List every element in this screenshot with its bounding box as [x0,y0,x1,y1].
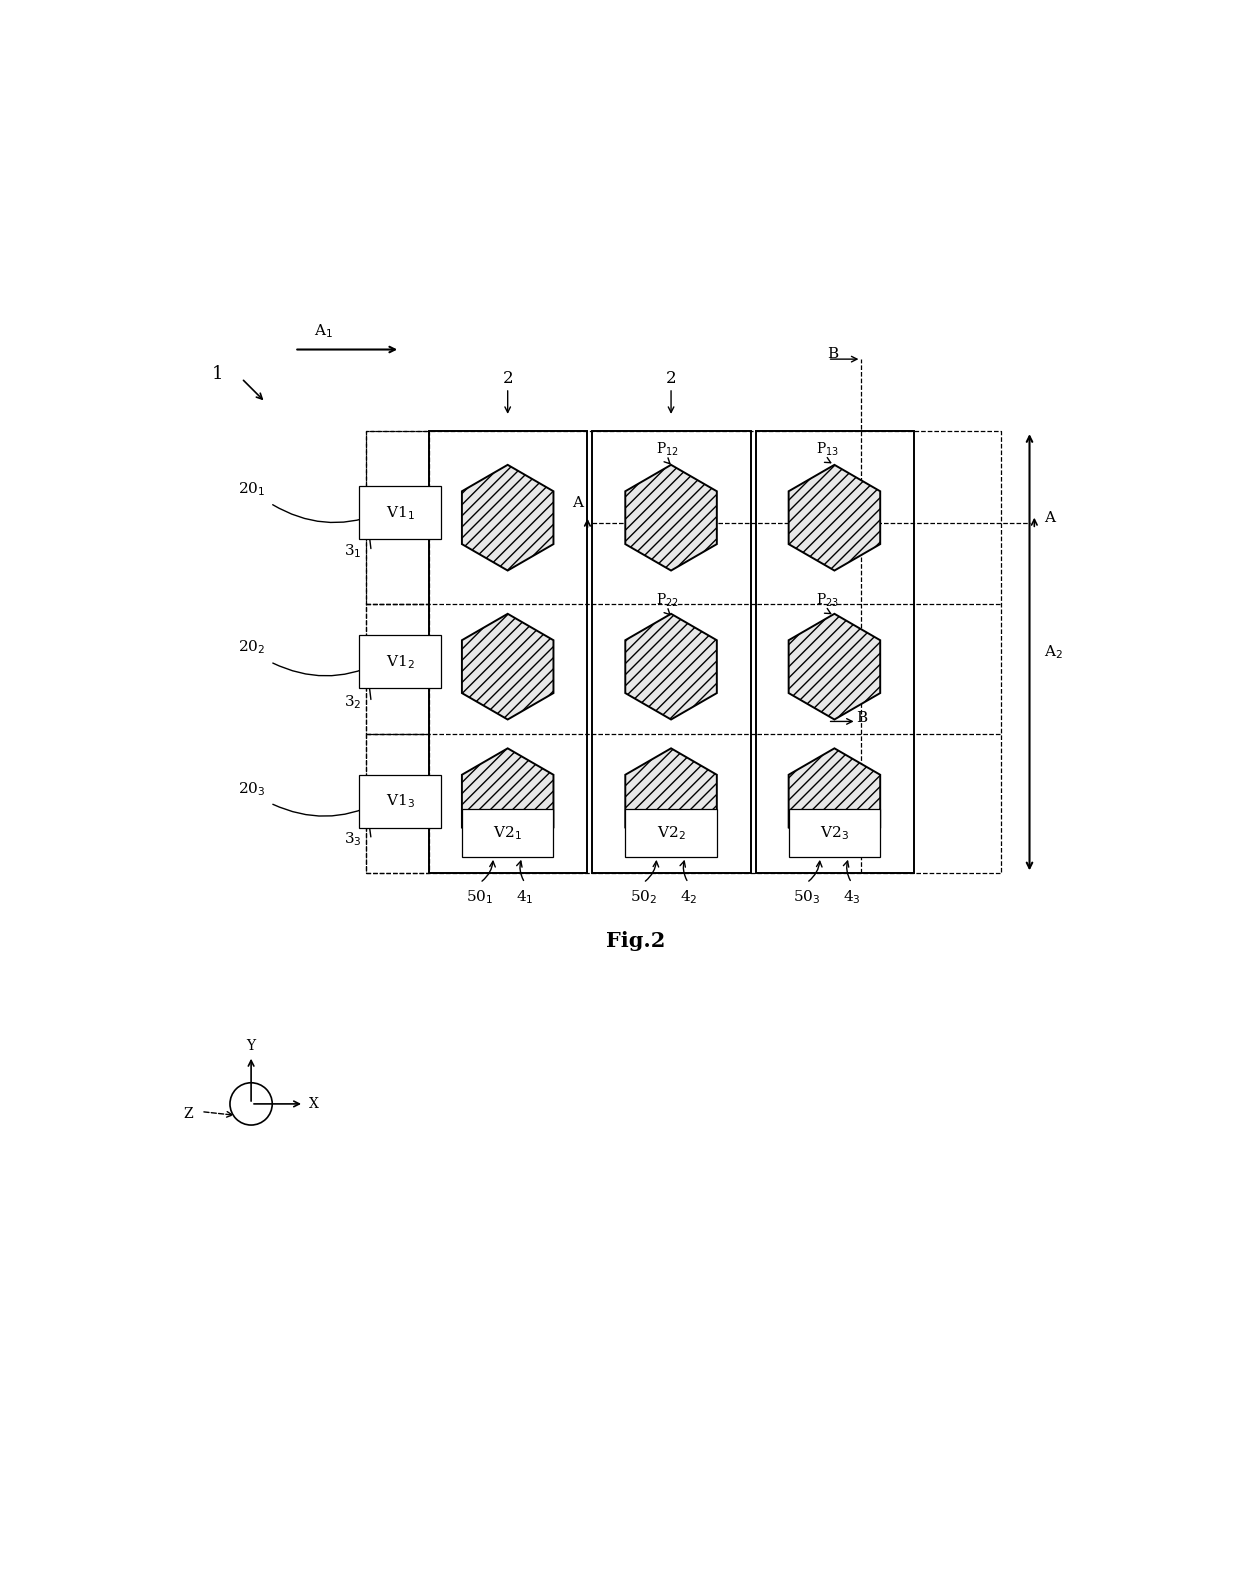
Bar [367,733,429,874]
Text: 2: 2 [502,371,513,386]
Text: 4$_1$: 4$_1$ [516,888,533,907]
Text: V2$_2$: V2$_2$ [657,825,686,842]
Text: 20$_3$: 20$_3$ [238,781,265,798]
Text: Y: Y [247,1039,255,1053]
Text: A: A [572,497,583,511]
Text: P$_{13}$: P$_{13}$ [816,440,839,457]
Text: V1$_2$: V1$_2$ [386,653,414,670]
Text: 3$_2$: 3$_2$ [343,694,362,711]
Bar [593,431,750,874]
Polygon shape [463,749,553,855]
Text: 50$_2$: 50$_2$ [630,888,657,907]
Text: 2: 2 [666,371,676,386]
Polygon shape [625,613,717,719]
Polygon shape [789,749,880,855]
Bar [360,774,441,828]
Bar [463,809,553,856]
Polygon shape [625,465,717,571]
Bar [429,431,588,874]
Bar [360,636,441,688]
Polygon shape [789,613,880,719]
Text: 50$_1$: 50$_1$ [466,888,494,907]
Polygon shape [789,465,880,571]
Text: P$_{22}$: P$_{22}$ [656,591,678,609]
Text: 20$_2$: 20$_2$ [238,639,265,656]
Bar [367,431,429,604]
Text: 3$_3$: 3$_3$ [343,831,362,848]
Text: P$_{23}$: P$_{23}$ [816,591,839,609]
Text: V1$_1$: V1$_1$ [386,505,414,522]
Polygon shape [463,613,553,719]
Bar [625,809,717,856]
Text: X: X [309,1098,319,1110]
Text: 4$_2$: 4$_2$ [680,888,697,907]
Text: 1: 1 [212,364,223,383]
Bar [789,809,880,856]
Text: P$_{12}$: P$_{12}$ [656,440,678,457]
Bar [367,604,429,733]
Text: V2$_3$: V2$_3$ [820,825,849,842]
Text: A: A [1044,511,1055,525]
Text: V2$_1$: V2$_1$ [494,825,522,842]
Text: Fig.2: Fig.2 [606,930,665,951]
Text: 4$_3$: 4$_3$ [843,888,861,907]
Text: V1$_3$: V1$_3$ [386,792,414,811]
Bar [360,486,441,539]
Polygon shape [625,749,717,855]
Text: B: B [827,347,838,361]
Text: Z: Z [184,1107,193,1121]
Bar [367,431,1001,874]
Text: A$_2$: A$_2$ [1044,643,1063,661]
Text: A$_1$: A$_1$ [314,322,332,341]
Text: 3$_1$: 3$_1$ [343,542,362,560]
Text: 50$_3$: 50$_3$ [792,888,821,907]
Text: B: B [856,711,867,724]
Text: 20$_1$: 20$_1$ [238,479,265,498]
Bar [755,431,914,874]
Polygon shape [463,465,553,571]
